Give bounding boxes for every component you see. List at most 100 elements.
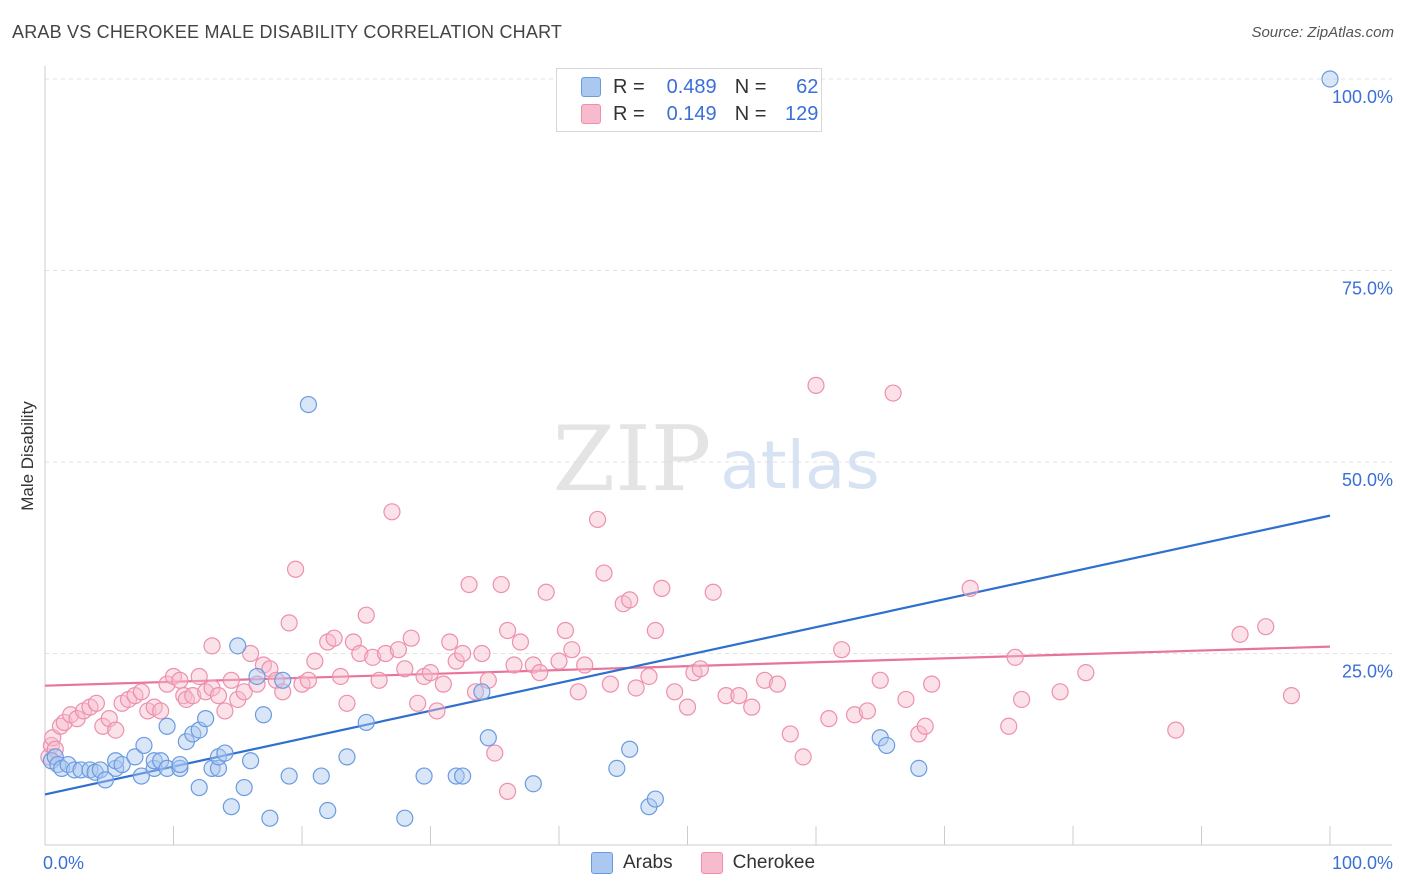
arabs-point: [158, 759, 176, 778]
arabs-point: [479, 729, 497, 747]
cherokee-point: [678, 698, 697, 716]
watermark-zip: ZIP: [553, 407, 712, 512]
cherokee-point: [897, 690, 915, 709]
arabs-point: [254, 706, 273, 724]
legend-row-arabs: R = 0.489 N = 62: [581, 74, 818, 100]
cherokee-n-label: N =: [734, 102, 767, 125]
cherokee-point: [132, 683, 150, 701]
cherokee-point: [871, 671, 889, 689]
cherokee-point: [569, 683, 587, 701]
cherokee-point: [1077, 664, 1095, 682]
cherokee-point: [807, 376, 825, 394]
cherokee-point: [781, 725, 799, 743]
legend-item-cherokee: Cherokee: [700, 852, 816, 874]
cherokee-point: [441, 633, 459, 651]
cherokee-point: [216, 702, 234, 720]
cherokee-point: [364, 648, 382, 666]
cherokee-point: [916, 717, 934, 735]
cherokee-point: [666, 683, 684, 701]
arabs-point: [216, 744, 234, 762]
cherokee-point: [640, 667, 658, 686]
legend-row-cherokee: R = 0.149 N = 129: [581, 101, 818, 127]
arabs-point: [280, 767, 298, 785]
cherokee-point: [242, 644, 260, 663]
x-tick-label: 100.0%: [1332, 853, 1393, 873]
arabs-point: [338, 748, 356, 766]
cherokee-point: [1000, 717, 1018, 735]
cherokee-point: [331, 667, 350, 686]
cherokee-point: [961, 579, 979, 597]
cherokee-point: [704, 583, 722, 601]
y-axis-label: Male Disability: [18, 401, 37, 511]
cherokee-r-label: R =: [613, 102, 645, 125]
cherokee-point: [396, 660, 414, 678]
trend-lines: [44, 514, 1331, 796]
cherokee-point: [184, 687, 202, 705]
cherokee-point: [1167, 721, 1185, 739]
arabs-points: [42, 70, 1339, 827]
arabs-point: [72, 761, 90, 779]
cherokee-point: [499, 782, 517, 800]
cherokee-point: [691, 660, 709, 678]
cherokee-point: [209, 687, 228, 705]
arabs-point: [96, 771, 114, 789]
series-legend: Arabs Cherokee: [0, 852, 1406, 874]
cherokee-legend-swatch: [700, 852, 723, 874]
arabs-point: [242, 752, 260, 770]
y-tick-label: 50.0%: [1342, 470, 1393, 490]
cherokee-n-value: 129: [785, 102, 819, 125]
watermark: ZIP atlas: [553, 407, 880, 512]
source-credit: Source: ZipAtlas.com: [1251, 24, 1394, 41]
cherokee-point: [588, 510, 607, 529]
cherokee-point: [203, 637, 221, 655]
cherokee-point: [190, 667, 208, 686]
cherokee-point: [370, 671, 388, 689]
cherokee-legend-label: Cherokee: [732, 852, 816, 873]
x-tick-label: 0.0%: [43, 853, 84, 873]
cherokee-points: [40, 376, 1301, 800]
cherokee-point: [152, 702, 170, 720]
arabs-legend-swatch: [590, 852, 613, 874]
cherokee-point: [511, 633, 530, 651]
arabs-point: [1321, 70, 1339, 88]
cherokee-point: [1051, 683, 1069, 701]
chart-title: ARAB VS CHEROKEE MALE DISABILITY CORRELA…: [12, 22, 563, 42]
cherokee-point: [299, 671, 318, 689]
cherokee-point: [222, 671, 240, 689]
cherokee-point: [454, 644, 472, 663]
arabs-point: [248, 667, 266, 686]
cherokee-point: [107, 721, 125, 739]
y-tick-label: 75.0%: [1342, 279, 1393, 299]
y-tick-label: 25.0%: [1342, 662, 1393, 682]
cherokee-point: [833, 641, 851, 659]
arabs-point: [158, 717, 176, 735]
arabs-point: [621, 740, 639, 758]
arabs-point: [229, 637, 247, 655]
cherokee-point: [537, 583, 555, 601]
arabs-n-value: 62: [796, 75, 819, 98]
arabs-trend-line: [44, 514, 1331, 796]
cherokee-point: [428, 702, 446, 720]
arabs-point: [113, 755, 131, 774]
cherokee-point: [1282, 687, 1301, 705]
cherokee-point: [499, 621, 517, 640]
cherokee-point: [389, 641, 407, 659]
cherokee-point: [794, 748, 812, 766]
arabs-r-label: R =: [613, 75, 645, 98]
cherokee-point: [820, 710, 838, 728]
cherokee-point: [563, 641, 581, 659]
arabs-point: [235, 778, 253, 797]
arabs-point: [312, 767, 330, 785]
arabs-point: [274, 671, 292, 689]
arabs-point: [473, 683, 491, 701]
cherokee-point: [235, 683, 253, 701]
arabs-point: [646, 790, 664, 808]
cherokee-point: [280, 614, 298, 632]
cherokee-point: [460, 575, 478, 594]
arabs-point: [222, 798, 240, 816]
cherokee-point: [621, 591, 639, 609]
cherokee-point: [884, 384, 902, 402]
arabs-swatch: [581, 77, 601, 97]
cherokee-point: [845, 706, 864, 724]
